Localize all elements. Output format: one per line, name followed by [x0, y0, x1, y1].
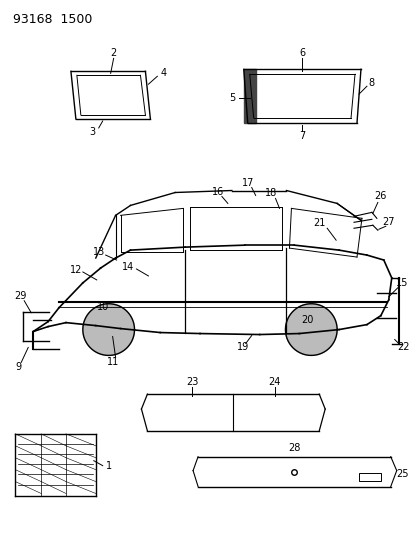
- Text: 13: 13: [93, 247, 104, 257]
- Text: 11: 11: [106, 357, 119, 367]
- Text: 25: 25: [396, 469, 408, 479]
- Text: 3: 3: [90, 127, 95, 137]
- Text: 93168  1500: 93168 1500: [13, 13, 93, 26]
- Text: 20: 20: [300, 314, 313, 325]
- Text: 28: 28: [287, 443, 300, 453]
- Polygon shape: [285, 304, 336, 356]
- Text: 12: 12: [69, 265, 82, 275]
- Polygon shape: [83, 304, 134, 356]
- Text: 21: 21: [312, 219, 325, 228]
- Text: 4: 4: [160, 68, 166, 78]
- Text: 2: 2: [110, 49, 116, 59]
- Text: 14: 14: [122, 262, 134, 272]
- Text: 16: 16: [211, 188, 223, 198]
- Text: 6: 6: [299, 49, 305, 59]
- Text: 9: 9: [15, 362, 21, 373]
- Text: 24: 24: [268, 377, 280, 387]
- Text: 5: 5: [228, 93, 235, 103]
- Text: 18: 18: [265, 189, 277, 198]
- Text: 19: 19: [236, 343, 248, 352]
- Text: 1: 1: [105, 461, 112, 471]
- Text: 17: 17: [241, 177, 253, 188]
- Text: 15: 15: [394, 278, 407, 288]
- Bar: [358, 473, 380, 481]
- Text: 8: 8: [368, 78, 374, 88]
- Text: 23: 23: [185, 377, 198, 387]
- Text: 29: 29: [14, 291, 26, 301]
- Text: 22: 22: [396, 343, 409, 352]
- Text: 27: 27: [382, 217, 394, 227]
- Polygon shape: [243, 69, 255, 123]
- Text: 26: 26: [374, 191, 386, 201]
- Text: 10: 10: [96, 302, 109, 312]
- Text: 7: 7: [299, 131, 305, 141]
